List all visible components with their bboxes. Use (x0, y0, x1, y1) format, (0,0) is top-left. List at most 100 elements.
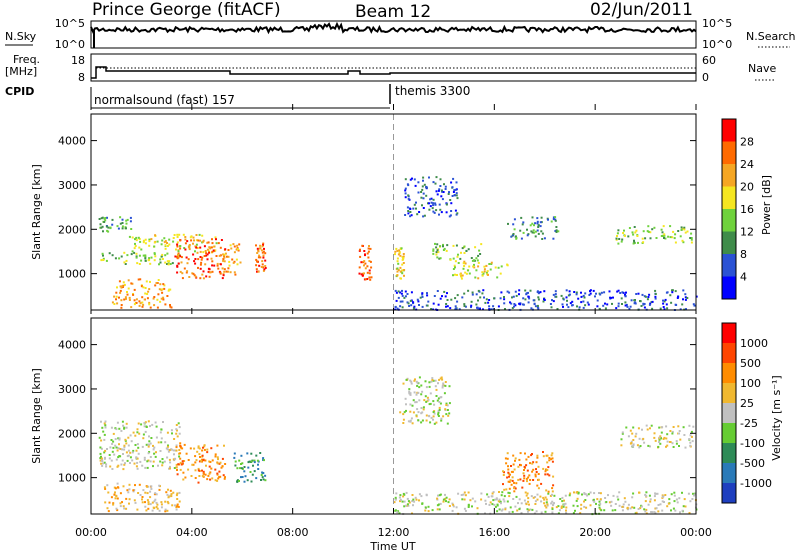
power-echo-cell (199, 239, 202, 242)
velocity-echo-cell (494, 498, 497, 501)
power-echo-cell (684, 296, 687, 299)
power-echo-cell (264, 259, 267, 262)
velocity-echo-cell (551, 452, 554, 455)
power-echo-cell (621, 303, 623, 305)
velocity-echo-cell (204, 459, 207, 462)
power-echo-cell (366, 252, 369, 255)
velocity-echo-cell (115, 446, 118, 449)
power-echo-cell (192, 236, 195, 239)
nsky-right-tick-top: 10^5 (702, 17, 732, 30)
velocity-echo-cell (163, 460, 166, 463)
velocity-echo-cell (514, 487, 517, 490)
velocity-echo-cell (526, 480, 528, 483)
x-tick-label: 12:00 (378, 526, 410, 539)
velocity-echo-cell (650, 424, 653, 427)
velocity-echo-cell (544, 470, 547, 473)
velocity-echo-cell (171, 432, 173, 435)
power-echo-cell (437, 303, 440, 306)
power-echo-cell (123, 251, 126, 254)
velocity-echo-cell (583, 505, 586, 508)
velocity-echo-cell (159, 460, 162, 463)
velocity-echo-cell (598, 506, 601, 509)
velocity-echo-cell (692, 425, 695, 428)
power-echo-cell (164, 254, 167, 257)
power-echo-cell (233, 271, 236, 274)
power-echo-cell (142, 241, 145, 244)
velocity-echo-cell (442, 498, 445, 501)
velocity-echo-cell (522, 472, 525, 475)
velocity-echo-cell (437, 411, 440, 414)
power-echo-cell (437, 251, 440, 254)
power-echo-cell (154, 234, 157, 237)
velocity-echo-cell (673, 494, 676, 497)
velocity-echo-cell (244, 475, 247, 478)
velocity-echo-cell (415, 401, 418, 404)
power-echo-cell (257, 250, 260, 253)
power-echo-cell (404, 187, 407, 190)
velocity-echo-cell (191, 463, 194, 466)
power-echo-cell (679, 308, 682, 311)
velocity-echo-cell (427, 505, 430, 508)
power-echo-cell (518, 289, 521, 292)
velocity-echo-cell (122, 424, 125, 427)
velocity-echo-cell (415, 393, 418, 396)
power-echo-cell (163, 241, 166, 244)
power-echo-cell (445, 211, 448, 214)
velocity-echo-cell (683, 498, 686, 501)
velocity-echo-cell (139, 494, 142, 496)
velocity-echo-cell (141, 501, 144, 504)
velocity-echo-cell (657, 445, 660, 448)
velocity-echo-cell (653, 499, 656, 502)
velocity-echo-cell (580, 507, 583, 510)
power-echo-cell (176, 243, 179, 246)
power-echo-cell (124, 296, 127, 299)
power-echo-cell (205, 254, 208, 257)
velocity-echo-cell (123, 426, 126, 429)
velocity-echo-cell (542, 496, 545, 499)
power-echo-cell (481, 292, 484, 295)
power-echo-cell (606, 303, 609, 306)
velocity-echo-cell (147, 420, 150, 423)
x-tick-label: 00:00 (680, 526, 712, 539)
power-echo-cell (439, 257, 442, 260)
power-echo-cell (235, 258, 238, 261)
velocity-echo-cell (255, 477, 258, 480)
velocity-echo-cell (677, 425, 680, 428)
velocity-echo-cell (437, 397, 440, 400)
power-echo-cell (556, 308, 559, 310)
power-echo-cell (404, 196, 407, 199)
velocity-echo-cell (115, 428, 118, 431)
velocity-echo-cell (436, 504, 439, 507)
velocity-echo-cell (659, 442, 662, 445)
velocity-echo-cell (409, 392, 412, 395)
power-echo-cell (161, 253, 164, 256)
power-echo-cell (404, 214, 407, 216)
power-echo-cell (401, 306, 404, 309)
power-echo-cell (139, 278, 142, 281)
velocity-echo-cell (506, 476, 509, 479)
power-echo-cell (202, 277, 205, 280)
velocity-echo-cell (115, 495, 118, 498)
velocity-echo-cell (194, 477, 197, 479)
velocity-echo-cell (155, 425, 158, 428)
velocity-echo-cell (574, 509, 576, 512)
power-echo-cell (578, 306, 581, 309)
power-echo-cell (527, 233, 530, 236)
velocity-echo-cell (222, 474, 225, 477)
velocity-echo-cell (437, 413, 440, 416)
power-echo-cell (615, 237, 618, 240)
velocity-echo-cell (178, 432, 181, 435)
power-echo-cell (677, 295, 680, 298)
power-echo-cell (643, 295, 646, 298)
velocity-echo-cell (103, 438, 106, 441)
power-echo-cell (196, 251, 199, 254)
power-echo-cell (201, 256, 204, 259)
power-echo-cell (442, 245, 444, 248)
power-echo-cell (199, 256, 202, 258)
velocity-echo-cell (692, 492, 694, 495)
nsky-label: N.Sky (5, 30, 37, 43)
velocity-echo-cell (197, 446, 200, 449)
velocity-echo-cell (647, 503, 650, 506)
power-echo-cell (683, 228, 686, 231)
velocity-echo-cell (124, 462, 126, 465)
